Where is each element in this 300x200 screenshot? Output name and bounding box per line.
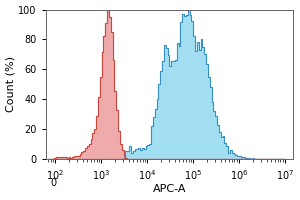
Text: 0: 0 xyxy=(51,178,57,188)
X-axis label: APC-A: APC-A xyxy=(153,184,186,194)
Polygon shape xyxy=(48,10,285,159)
Polygon shape xyxy=(48,10,285,159)
Y-axis label: Count (%): Count (%) xyxy=(6,56,16,112)
